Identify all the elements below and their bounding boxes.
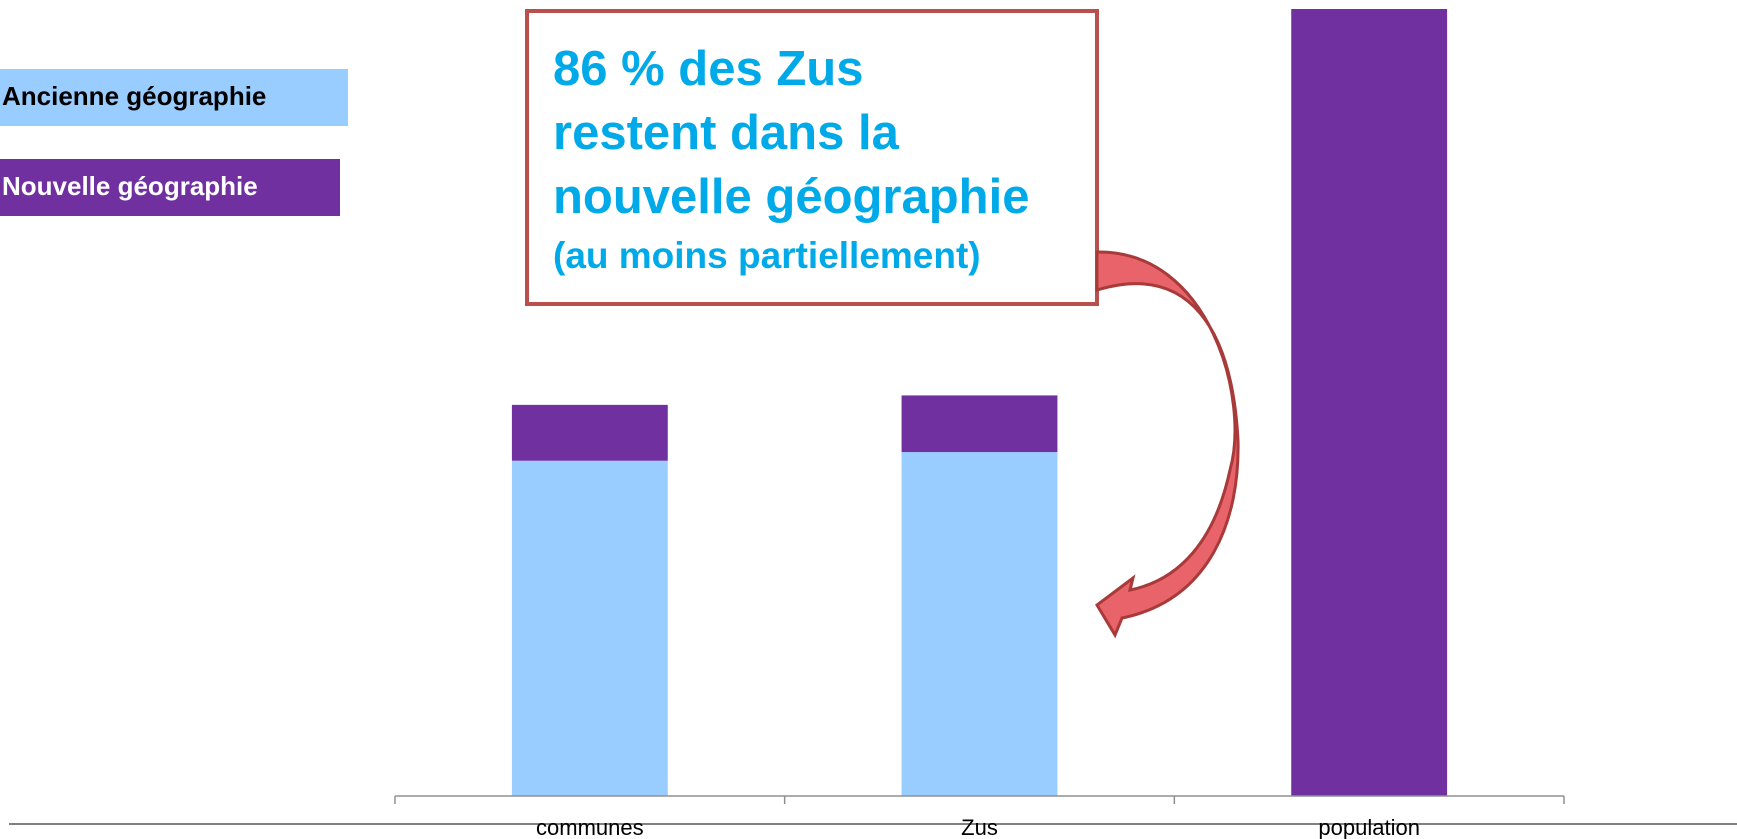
bar-segment [901, 395, 1058, 453]
bar-segment [901, 452, 1058, 796]
x-tick-label: communes [536, 815, 644, 839]
annotation-text: nouvelle géographie [553, 170, 1029, 224]
legend-label: Ancienne géographie [2, 81, 266, 111]
annotation-text: 86 % des Zus [553, 42, 863, 96]
legend-swatch [0, 159, 340, 216]
annotation-arrow [1095, 250, 1240, 639]
annotation-box [525, 9, 1099, 306]
bar-segment [511, 460, 668, 796]
x-tick-label: population [1318, 815, 1420, 839]
legend: Ancienne géographie Nouvelle géographie [0, 69, 348, 216]
legend-swatch [0, 69, 348, 126]
annotation-text: restent dans la [553, 106, 900, 160]
bar-segment [511, 404, 668, 461]
legend-label: Nouvelle géographie [2, 171, 258, 201]
plot [511, 9, 1448, 796]
annotation-text: (au moins partiellement) [553, 235, 981, 276]
x-tick-label: Zus [961, 815, 998, 839]
bar-segment [1291, 9, 1448, 796]
